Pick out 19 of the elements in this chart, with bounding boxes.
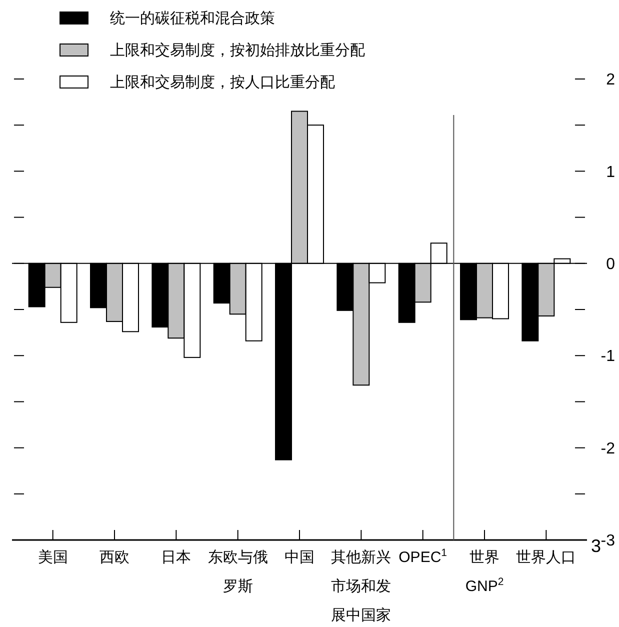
x-tick-label: OPEC$^{1}$ bbox=[398, 547, 448, 566]
x-tick-label: 其他新兴市场和发展中国家 bbox=[331, 549, 392, 624]
y-tick-label: 1 bbox=[606, 164, 616, 181]
y-tick-label: 0 bbox=[606, 256, 616, 273]
text: 3 bbox=[591, 536, 602, 556]
y-tick-label: -1 bbox=[600, 348, 616, 366]
x-tick-label: 世界GNP$^{2}$ bbox=[465, 549, 504, 595]
x-tick-label: 世界人口 bbox=[516, 549, 576, 566]
x-tick-label: 中国 bbox=[284, 549, 314, 566]
y-tick-label: 2 bbox=[606, 72, 616, 89]
x-tick-label: 东欧与俄罗斯 bbox=[208, 549, 268, 595]
x-tick-label: 日本 bbox=[161, 549, 192, 566]
y-tick-label: -2 bbox=[600, 440, 616, 458]
x-tick-label: 美国 bbox=[38, 549, 68, 566]
legend-label: 统一的碳征税和混合政策 bbox=[110, 10, 275, 27]
legend-label: 上限和交易制度，按人口比重分配 bbox=[110, 74, 335, 91]
x-tick-label: 西欧 bbox=[100, 549, 130, 566]
y-tick-label: -3 bbox=[600, 532, 616, 550]
legend-label: 上限和交易制度，按初始排放比重分配 bbox=[110, 42, 365, 59]
